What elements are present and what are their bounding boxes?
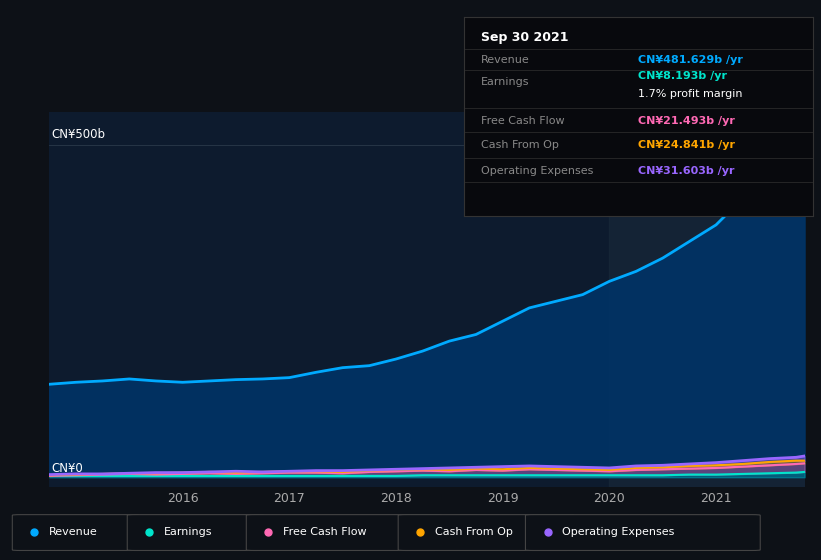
Text: 1.7% profit margin: 1.7% profit margin bbox=[639, 90, 743, 99]
FancyBboxPatch shape bbox=[12, 515, 139, 550]
Text: CN¥31.603b /yr: CN¥31.603b /yr bbox=[639, 166, 735, 176]
Text: CN¥24.841b /yr: CN¥24.841b /yr bbox=[639, 140, 736, 150]
FancyBboxPatch shape bbox=[525, 515, 760, 550]
Text: CN¥500b: CN¥500b bbox=[52, 128, 105, 141]
Text: Operating Expenses: Operating Expenses bbox=[481, 166, 594, 176]
FancyBboxPatch shape bbox=[246, 515, 442, 550]
Text: Revenue: Revenue bbox=[49, 527, 98, 537]
Text: CN¥21.493b /yr: CN¥21.493b /yr bbox=[639, 116, 735, 126]
Text: CN¥0: CN¥0 bbox=[52, 461, 83, 474]
Text: Sep 30 2021: Sep 30 2021 bbox=[481, 31, 569, 44]
FancyBboxPatch shape bbox=[398, 515, 574, 550]
Text: Operating Expenses: Operating Expenses bbox=[562, 527, 675, 537]
Text: Revenue: Revenue bbox=[481, 54, 530, 64]
Text: Cash From Op: Cash From Op bbox=[481, 140, 559, 150]
Text: Earnings: Earnings bbox=[481, 77, 530, 87]
Text: Cash From Op: Cash From Op bbox=[435, 527, 513, 537]
Text: CN¥8.193b /yr: CN¥8.193b /yr bbox=[639, 72, 727, 81]
Text: Free Cash Flow: Free Cash Flow bbox=[481, 116, 565, 126]
Text: Free Cash Flow: Free Cash Flow bbox=[283, 527, 367, 537]
FancyBboxPatch shape bbox=[127, 515, 264, 550]
Text: Earnings: Earnings bbox=[164, 527, 213, 537]
Text: CN¥481.629b /yr: CN¥481.629b /yr bbox=[639, 54, 743, 64]
Bar bbox=[609, 112, 815, 487]
